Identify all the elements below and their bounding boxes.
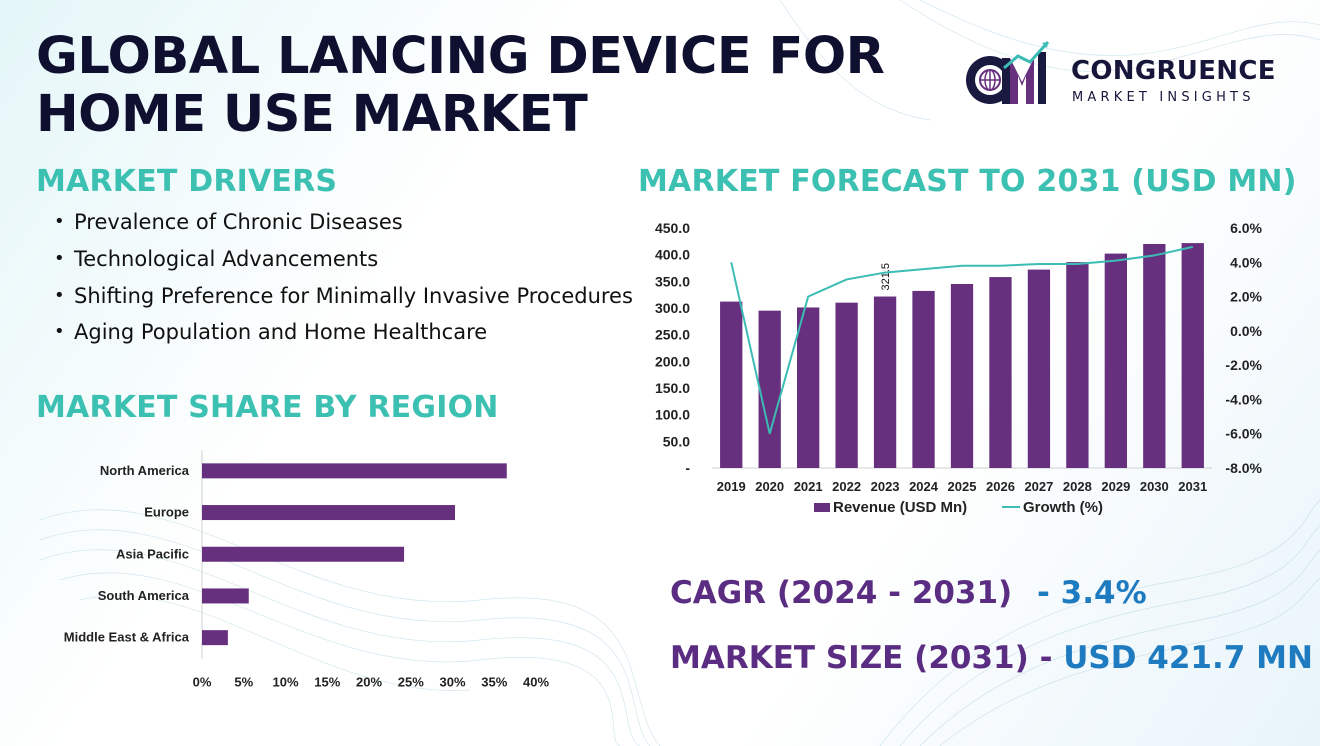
growth-line [730, 245, 1193, 434]
x-tick-label: 15% [314, 675, 340, 690]
logo-tagline: MARKET INSIGHTS [1072, 90, 1255, 105]
revenue-bar [1066, 262, 1089, 468]
driver-item: • Shifting Preference for Minimally Invas… [54, 283, 633, 308]
x-tick-label: 2025 [948, 479, 977, 494]
driver-item: • Aging Population and Home Healthcare [54, 320, 488, 345]
y2-tick-label: -4.0% [1225, 391, 1262, 407]
forecast-chart: - 50.0 100.0 150.0 200.0 250.0 300.0 350.0 400.0… [655, 220, 1263, 516]
x-tick-label: 2019 [717, 479, 746, 494]
legend-label-growth: Growth (%) [1023, 499, 1103, 516]
y2-tick-label: 0.0% [1230, 323, 1262, 339]
cagr-label: CAGR (2024 - 2031) [670, 575, 1013, 611]
revenue-bar [797, 307, 820, 468]
market-size-value: USD 421.7 MN [1063, 640, 1313, 676]
x-tick-label: 5% [234, 675, 253, 690]
revenue-bar [720, 301, 743, 468]
y2-tick-label: 6.0% [1230, 220, 1262, 236]
legend-swatch-revenue [814, 503, 830, 512]
market-size-stat: MARKET SIZE (2031) - USD 421.7 MN [670, 640, 1313, 676]
region-label: Asia Pacific [116, 546, 189, 561]
revenue-bar [873, 296, 897, 468]
region-label: Middle East & Africa [64, 630, 190, 645]
x-tick-label: 10% [272, 675, 298, 690]
revenue-bar [989, 277, 1012, 468]
cagr-value: - 3.4% [1037, 575, 1147, 611]
y-tick-label: 150.0 [655, 380, 690, 396]
region-label: South America [98, 588, 190, 603]
x-tick-label: 2028 [1063, 479, 1092, 494]
y-tick-label: 100.0 [655, 407, 690, 423]
region-share-chart: North America Europe Asia Pacific South Ame… [64, 450, 549, 690]
region-label: Europe [144, 505, 189, 520]
x-tick-label: 2027 [1024, 479, 1053, 494]
y2-tick-label: -2.0% [1225, 357, 1262, 373]
revenue-bar [1143, 244, 1166, 468]
y2-tick-label: -6.0% [1225, 426, 1262, 442]
region-bar [202, 630, 228, 646]
region-label: North America [100, 463, 190, 478]
x-tick-label: 20% [356, 675, 382, 690]
region-bar [202, 588, 249, 604]
y-tick-label: 450.0 [655, 220, 690, 236]
market-size-label: MARKET SIZE (2031) - [670, 640, 1053, 676]
y-tick-label: 350.0 [655, 273, 690, 289]
x-tick-label: 2030 [1140, 479, 1169, 494]
y-tick-label: 200.0 [655, 353, 690, 369]
data-label: 321.5 [880, 263, 892, 291]
logo-name: CONGRUENCE [1071, 56, 1276, 86]
x-tick-label: 2031 [1178, 479, 1207, 494]
revenue-bar [912, 290, 935, 468]
page-title: GLOBAL LANCING DEVICE FOR HOME USE MARKE… [36, 27, 885, 144]
driver-item: • Technological Advancements [54, 246, 379, 271]
x-tick-label: 0% [193, 675, 212, 690]
x-tick-label: 30% [439, 675, 465, 690]
x-tick-label: 2023 [871, 479, 900, 494]
x-tick-label: 40% [523, 675, 549, 690]
driver-item: • Prevalence of Chronic Diseases [54, 210, 403, 234]
forecast-heading: MARKET FORECAST TO 2031 (USD MN) [638, 164, 1297, 199]
y-tick-label: - [685, 460, 690, 476]
congruence-logo [966, 40, 1050, 104]
revenue-bar [835, 302, 858, 468]
x-tick-label: 35% [481, 675, 507, 690]
x-tick-label: 2021 [794, 479, 823, 494]
region-bar [202, 463, 507, 479]
y-tick-label: 50.0 [663, 433, 690, 449]
revenue-bar [1181, 243, 1204, 468]
x-tick-label: 2020 [755, 479, 784, 494]
revenue-bar [1104, 253, 1127, 468]
revenue-bar [1027, 269, 1051, 468]
region-bar [202, 505, 456, 521]
region-heading: MARKET SHARE BY REGION [36, 390, 499, 425]
x-tick-label: 2026 [986, 479, 1015, 494]
x-tick-label: 2022 [832, 479, 861, 494]
y2-tick-label: -8.0% [1225, 460, 1262, 476]
x-tick-label: 2024 [909, 479, 939, 494]
y-tick-label: 300.0 [655, 300, 690, 316]
region-bar [202, 546, 405, 562]
cagr-stat: CAGR (2024 - 2031) - 3.4% [670, 575, 1147, 611]
y-tick-label: 250.0 [655, 327, 690, 343]
revenue-bar [950, 284, 974, 468]
drivers-heading: MARKET DRIVERS [36, 164, 338, 199]
y-tick-label: 400.0 [655, 247, 690, 263]
legend-label-revenue: Revenue (USD Mn) [833, 499, 967, 516]
x-tick-label: 25% [398, 675, 424, 690]
y2-tick-label: 4.0% [1230, 254, 1262, 270]
y2-tick-label: 2.0% [1230, 289, 1262, 305]
drivers-list: • Prevalence of Chronic Diseases • Technol… [54, 204, 640, 351]
x-tick-label: 2029 [1101, 479, 1130, 494]
revenue-bar [758, 310, 781, 468]
